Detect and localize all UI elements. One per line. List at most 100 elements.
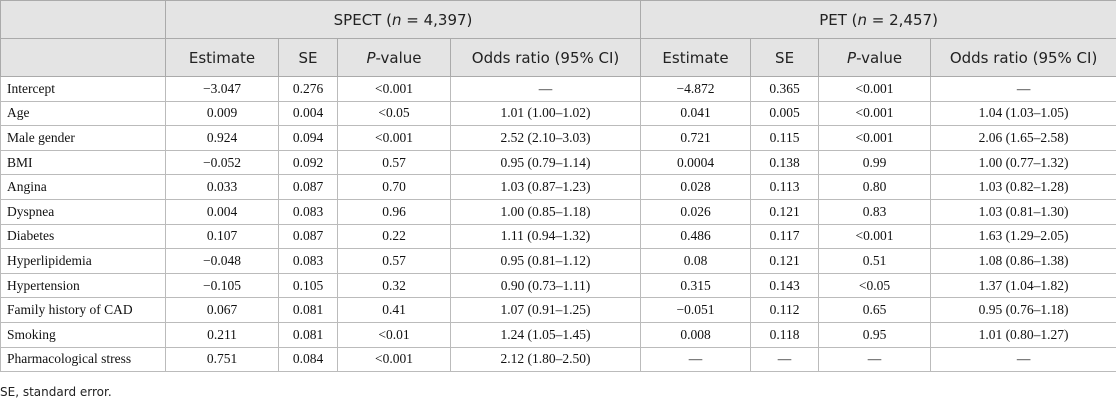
row-label: Male gender: [0, 125, 166, 151]
table-cell: 0.99: [818, 149, 932, 176]
footnote: SE, standard error.: [0, 385, 112, 399]
corner-cell: [0, 38, 166, 77]
results-table: SPECT (n = 4,397) PET (n = 2,457) Estimat…: [0, 0, 1116, 373]
table-cell: <0.001: [818, 100, 932, 127]
table-cell: 1.01 (1.00–1.02): [449, 100, 642, 127]
table-cell: −4.872: [640, 76, 752, 102]
table-cell: 0.113: [750, 174, 820, 200]
table-cell: 1.63 (1.29–2.05): [930, 223, 1116, 250]
table-cell: 1.37 (1.04–1.82): [930, 272, 1116, 299]
header-text: Odds ratio (95% CI): [471, 48, 620, 67]
column-header: Odds ratio (95% CI): [449, 38, 642, 77]
table-cell: 0.008: [640, 321, 752, 348]
table-cell: 0.115: [750, 125, 820, 151]
table-cell: 0.83: [818, 198, 932, 225]
table-cell: 0.57: [337, 149, 451, 176]
row-label: Smoking: [0, 321, 166, 348]
table-cell: −0.052: [165, 149, 279, 176]
header-text: n: [391, 10, 402, 29]
table-cell: 0.0004: [640, 149, 752, 176]
row-label: Hypertension: [0, 272, 166, 299]
table-row: Angina 0.033 0.087 0.70 1.03 (0.87–1.23) 0.02…: [0, 174, 1116, 200]
table-cell: <0.001: [337, 76, 451, 102]
column-header: Odds ratio (95% CI): [930, 38, 1116, 77]
table-cell: 0.924: [165, 125, 279, 151]
table-cell: <0.05: [818, 272, 932, 299]
table-cell: 0.121: [750, 198, 820, 225]
table-row: Intercept −3.047 0.276 <0.001— −4.872 0.365 <0…: [0, 76, 1116, 102]
table-cell: 0.95 (0.79–1.14): [449, 149, 642, 176]
table-cell: 1.00 (0.85–1.18): [449, 198, 642, 225]
table-row: Male gender 0.924 0.094 <0.001 2.52 (2.10–3.…: [0, 125, 1116, 151]
header-text: P: [847, 48, 857, 67]
table-cell: <0.001: [818, 223, 932, 250]
table-cell: 1.24 (1.05–1.45): [449, 321, 642, 348]
table-cell: 1.03 (0.82–1.28): [930, 174, 1116, 200]
table-cell: <0.001: [337, 125, 451, 151]
table-cell: —: [750, 346, 820, 373]
row-label: Dyspnea: [0, 198, 166, 225]
group-header-row: SPECT (n = 4,397) PET (n = 2,457): [0, 0, 1116, 39]
table-cell: 0.95 (0.76–1.18): [930, 297, 1116, 323]
column-header: Estimate: [165, 38, 279, 77]
table-cell: <0.001: [337, 346, 451, 373]
table-cell: 0.118: [750, 321, 820, 348]
table-cell: 0.084: [278, 346, 338, 373]
table-cell: 0.004: [165, 198, 279, 225]
table-row: Pharmacological stress 0.751 0.084 <0.001 2.…: [0, 346, 1116, 373]
table-cell: 1.11 (0.94–1.32): [449, 223, 642, 250]
table-cell: 0.751: [165, 346, 279, 373]
table-cell: 1.07 (0.91–1.25): [449, 297, 642, 323]
table-cell: 0.51: [818, 248, 932, 274]
table-cell: <0.001: [818, 76, 932, 102]
table-cell: 0.005: [750, 100, 820, 127]
table-cell: 0.087: [278, 223, 338, 250]
row-label: Angina: [0, 174, 166, 200]
table-cell: —: [449, 76, 642, 102]
table-cell: 0.721: [640, 125, 752, 151]
row-label: Hyperlipidemia: [0, 248, 166, 274]
table-cell: −0.051: [640, 297, 752, 323]
table-cell: <0.01: [337, 321, 451, 348]
corner-cell: [0, 0, 166, 39]
header-text: PET (: [819, 10, 858, 29]
table-cell: 0.083: [278, 248, 338, 274]
table-cell: 0.32: [337, 272, 451, 299]
table-cell: 0.315: [640, 272, 752, 299]
table-cell: 0.112: [750, 297, 820, 323]
table-body: Intercept −3.047 0.276 <0.001— −4.872 0.365 <0…: [0, 76, 1116, 373]
header-text: -value: [375, 48, 422, 67]
table-cell: 2.52 (2.10–3.03): [449, 125, 642, 151]
table-cell: —: [640, 346, 752, 373]
table-cell: 0.028: [640, 174, 752, 200]
group-header: SPECT (n = 4,397): [164, 0, 642, 39]
table-row: BMI −0.052 0.092 0.57 0.95 (0.79–1.14) 0.0004…: [0, 149, 1116, 176]
table-cell: 0.117: [750, 223, 820, 250]
table-cell: 0.081: [278, 321, 338, 348]
table-cell: 0.067: [165, 297, 279, 323]
column-header: SE: [750, 38, 820, 77]
table-row: Smoking 0.211 0.081 <0.01 1.24 (1.05–1.45) 0.…: [0, 321, 1116, 348]
table-row: Age 0.009 0.004 <0.05 1.01 (1.00–1.02) 0.041 0…: [0, 100, 1116, 127]
column-header: P-value: [337, 38, 451, 77]
row-label: Pharmacological stress: [0, 346, 166, 373]
table-cell: 0.22: [337, 223, 451, 250]
table-cell: 0.004: [278, 100, 338, 127]
header-text: SPECT (: [333, 10, 392, 29]
table-cell: 0.80: [818, 174, 932, 200]
table-cell: 1.03 (0.81–1.30): [930, 198, 1116, 225]
table-cell: 0.081: [278, 297, 338, 323]
table-row: Hypertension −0.105 0.105 0.32 0.90 (0.73–1.…: [0, 272, 1116, 299]
table-cell: 0.009: [165, 100, 279, 127]
column-header: SE: [278, 38, 338, 77]
table-cell: −0.105: [165, 272, 279, 299]
row-label: BMI: [0, 149, 166, 176]
table-cell: 0.121: [750, 248, 820, 274]
header-text: SE: [775, 48, 795, 67]
table-cell: 1.00 (0.77–1.32): [930, 149, 1116, 176]
table-cell: —: [930, 346, 1116, 373]
table-cell: —: [930, 76, 1116, 102]
table-row: Diabetes 0.107 0.087 0.22 1.11 (0.94–1.32) 0.…: [0, 223, 1116, 250]
row-label: Diabetes: [0, 223, 166, 250]
